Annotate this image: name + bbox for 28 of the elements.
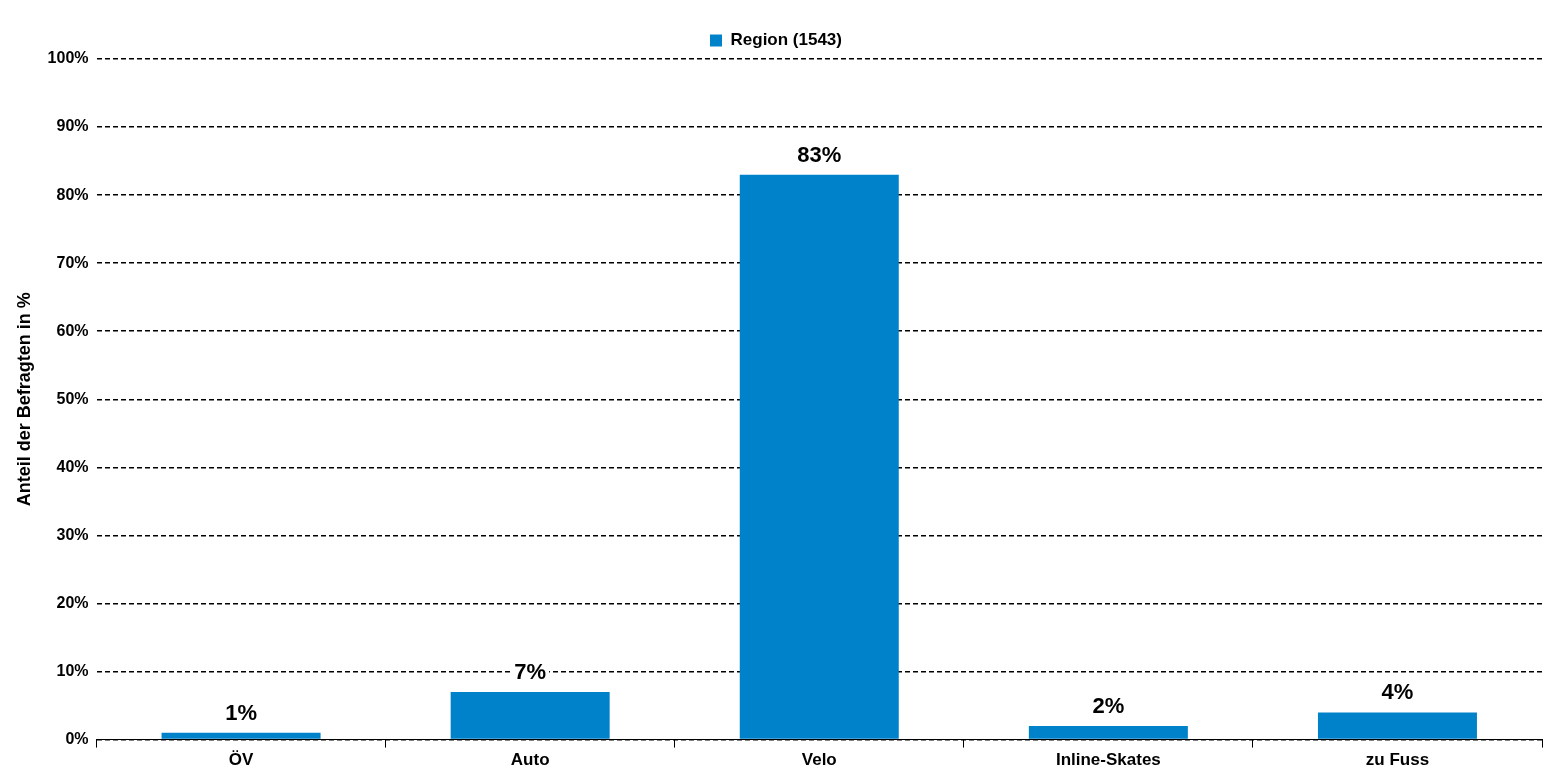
data-label: 2% <box>1092 693 1125 719</box>
x-tick-label: zu Fuss <box>1365 750 1430 770</box>
data-label: 7% <box>514 659 547 685</box>
data-label: 4% <box>1381 679 1414 705</box>
y-tick-label: 20% <box>56 593 89 611</box>
y-tick-label: 90% <box>56 117 89 135</box>
y-tick-label: 10% <box>56 661 89 679</box>
y-axis-title: Anteil der Befragten in % <box>13 292 34 507</box>
bar <box>1317 712 1477 739</box>
bar <box>161 732 321 739</box>
x-tick-label: Inline-Skates <box>1055 750 1161 770</box>
y-tick-label: 80% <box>56 185 89 203</box>
data-label: 1% <box>225 699 257 725</box>
y-tick-label: 40% <box>56 457 89 475</box>
x-tick-label: Velo <box>801 750 837 770</box>
legend-label: Region (1543) <box>730 30 842 50</box>
y-tick-label: 70% <box>56 253 89 271</box>
y-tick-label: 0% <box>65 730 89 748</box>
y-tick-label: 60% <box>56 321 89 339</box>
y-tick-label: 100% <box>47 49 89 67</box>
data-label: 83% <box>797 141 842 167</box>
x-tick-label: ÖV <box>228 750 255 770</box>
x-tick-label: Auto <box>510 750 550 770</box>
bar <box>1028 725 1188 739</box>
bar <box>450 691 610 739</box>
y-tick-label: 30% <box>56 525 89 543</box>
y-tick-label: 50% <box>56 389 89 407</box>
bar <box>739 174 899 739</box>
